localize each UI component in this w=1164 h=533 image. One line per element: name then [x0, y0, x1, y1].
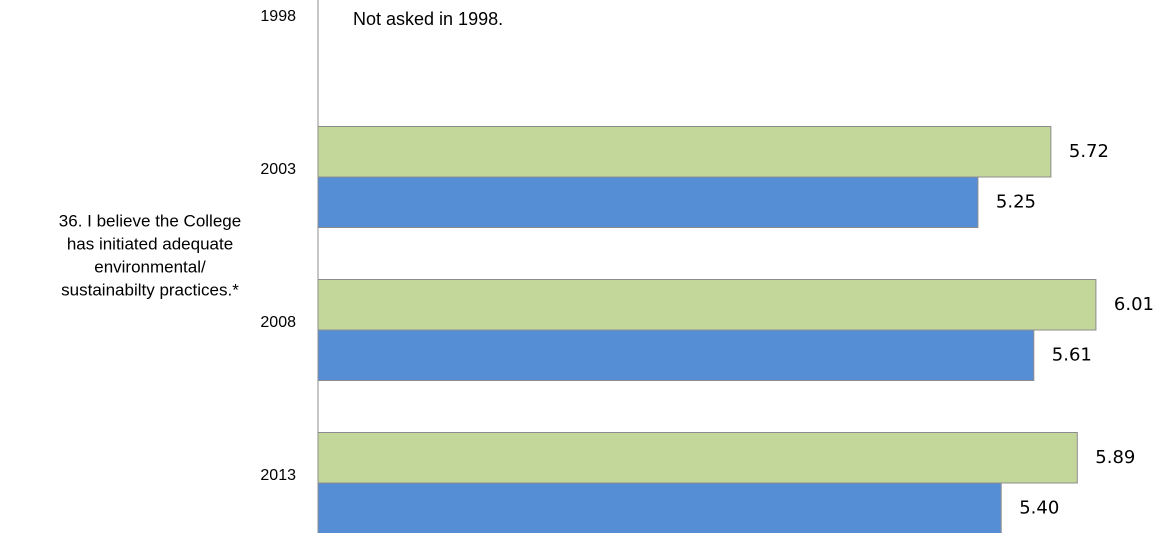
value-label: 5.40	[1019, 497, 1059, 518]
group-label: 36. I believe the College	[59, 211, 241, 230]
bar	[317, 432, 1078, 484]
annotation: Not asked in 1998.	[353, 9, 503, 29]
value-label: 5.89	[1095, 447, 1135, 468]
category-label: 2003	[260, 161, 296, 178]
bar	[317, 279, 1097, 331]
category-label: 2008	[260, 314, 296, 331]
group-label: sustainabilty practices.*	[61, 280, 239, 299]
bar	[317, 126, 1052, 178]
bar	[317, 329, 1035, 381]
value-label: 6.01	[1114, 294, 1154, 315]
bar	[317, 176, 979, 228]
category-label: 2013	[260, 467, 296, 484]
bar	[317, 482, 1002, 533]
category-label: 1998	[260, 8, 296, 25]
value-label: 5.25	[996, 191, 1036, 212]
group-label: environmental/	[94, 257, 206, 276]
value-label: 5.61	[1052, 344, 1092, 365]
group-label: has initiated adequate	[67, 234, 233, 253]
value-label: 5.72	[1069, 141, 1109, 162]
